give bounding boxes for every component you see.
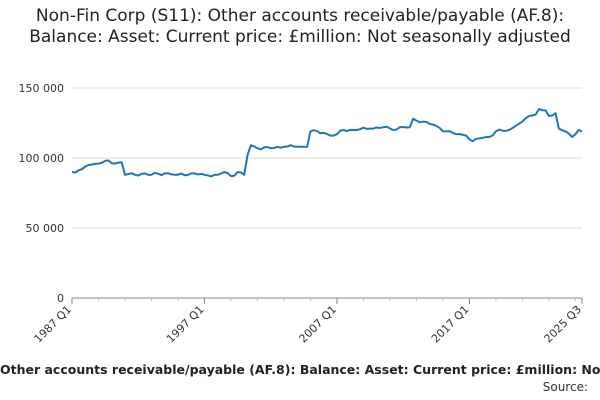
series-layer (71, 108, 583, 178)
x-tick-label: 1987 Q1 (32, 303, 75, 346)
grid (72, 87, 582, 229)
x-tick-label: 2025 Q3 (542, 303, 585, 346)
y-tick-label: 0 (57, 292, 64, 305)
y-tick-label: 150 000 (19, 82, 65, 95)
series-line (71, 108, 583, 178)
y-tick-label: 100 000 (19, 152, 65, 165)
x-tick-label: 2017 Q1 (429, 303, 472, 346)
axes: 0 50 000 100 000 150 000 1987 Q1 1997 Q1 2007 … (19, 82, 585, 345)
y-tick-label: 50 000 (26, 222, 65, 235)
x-tick-label: 1997 Q1 (164, 303, 207, 346)
source-label: Source: (542, 380, 588, 394)
x-tick-label: 2007 Q1 (297, 303, 340, 346)
chart-title: Non-Fin Corp (S11): Other accounts recei… (29, 6, 571, 47)
series-caption: Other accounts receivable/payable (AF.8)… (0, 362, 600, 377)
